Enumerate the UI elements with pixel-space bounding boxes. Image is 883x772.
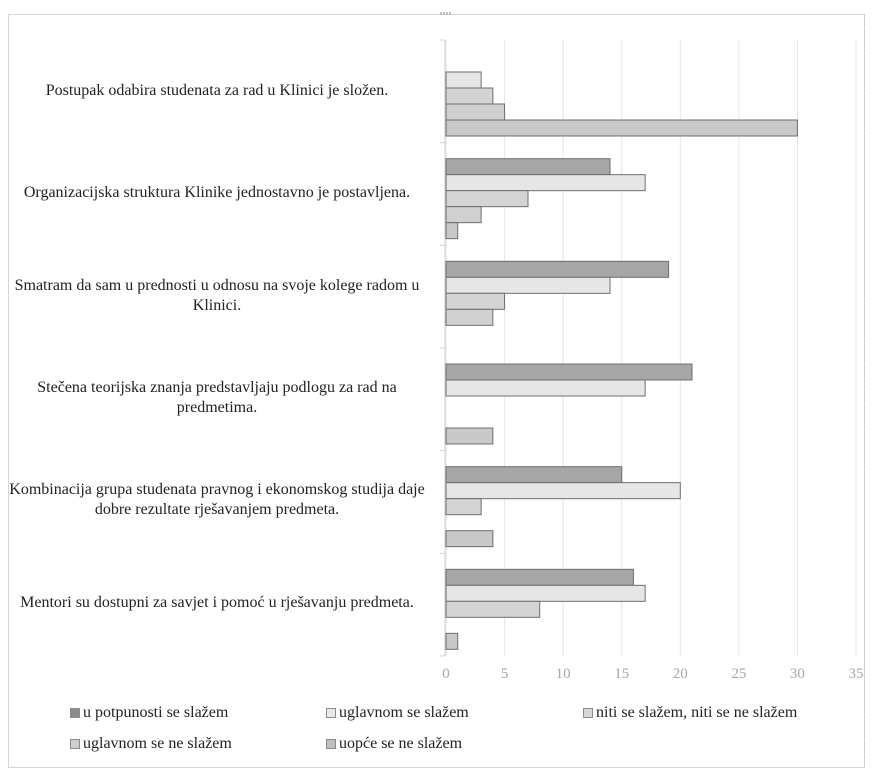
- x-tick-label: 25: [731, 666, 746, 682]
- bar: [445, 379, 646, 397]
- bar: [445, 158, 611, 176]
- legend-label: uopće se ne slažem: [339, 735, 463, 752]
- category-label: Postupak odabira studenata za rad u Klin…: [45, 82, 389, 99]
- x-tick-label: 20: [673, 666, 688, 682]
- x-tick-label: 30: [790, 666, 805, 682]
- bar: [445, 600, 541, 618]
- category-label: Organizacijska struktura Klinike jednost…: [23, 184, 411, 201]
- bar: [445, 206, 482, 224]
- bar: [445, 427, 494, 445]
- resize-handle-right[interactable]: [864, 14, 865, 764]
- bar: [445, 87, 494, 105]
- bar: [445, 530, 494, 548]
- bar: [445, 292, 506, 310]
- x-tick-label: 10: [556, 666, 571, 682]
- legend-swatch: [70, 739, 80, 749]
- bar: [445, 568, 634, 586]
- legend-swatch: [70, 708, 80, 718]
- legend-swatch: [326, 739, 336, 749]
- legend-item: uglavnom se ne slažem: [70, 735, 232, 753]
- bar: [445, 308, 494, 326]
- legend-label: uglavnom se slažem: [339, 704, 469, 721]
- legend-swatch: [326, 708, 336, 718]
- bar: [445, 119, 798, 137]
- category-label: Smatram da sam u prednosti u odnosu na s…: [14, 277, 420, 314]
- bar: [445, 103, 506, 121]
- x-tick-label: 35: [849, 666, 864, 682]
- bar: [445, 260, 670, 278]
- bar: [445, 276, 611, 294]
- bar: [445, 632, 459, 650]
- bar: [445, 498, 482, 516]
- bar: [445, 174, 646, 192]
- legend-item: u potpunosti se slažem: [70, 704, 228, 722]
- legend-item: uglavnom se slažem: [326, 704, 469, 722]
- bar: [445, 363, 693, 381]
- x-tick-label: 15: [614, 666, 629, 682]
- legend-label: u potpunosti se slažem: [83, 704, 229, 721]
- x-tick-label: 5: [501, 666, 509, 682]
- legend-label: niti se slažem, niti se ne slažem: [596, 704, 798, 721]
- legend-item: uopće se ne slažem: [326, 735, 462, 753]
- bar: [445, 222, 459, 240]
- category-label: Mentori su dostupni za savjet i pomoć u …: [20, 594, 414, 611]
- legend-item: niti se slažem, niti se ne slažem: [583, 704, 797, 722]
- legend-swatch: [583, 708, 593, 718]
- bar: [445, 482, 681, 500]
- bar: [445, 584, 646, 602]
- bar: [445, 71, 482, 89]
- resize-handle-top[interactable]: [440, 12, 452, 15]
- category-label: Kombinacija grupa studenata pravnog i ek…: [9, 481, 425, 518]
- x-tick-label: 0: [442, 666, 450, 682]
- category-label: Stečena teorijska znanja predstavljaju p…: [37, 379, 397, 416]
- bar: [445, 190, 529, 208]
- bar: [445, 466, 623, 484]
- legend-label: uglavnom se ne slažem: [83, 735, 232, 752]
